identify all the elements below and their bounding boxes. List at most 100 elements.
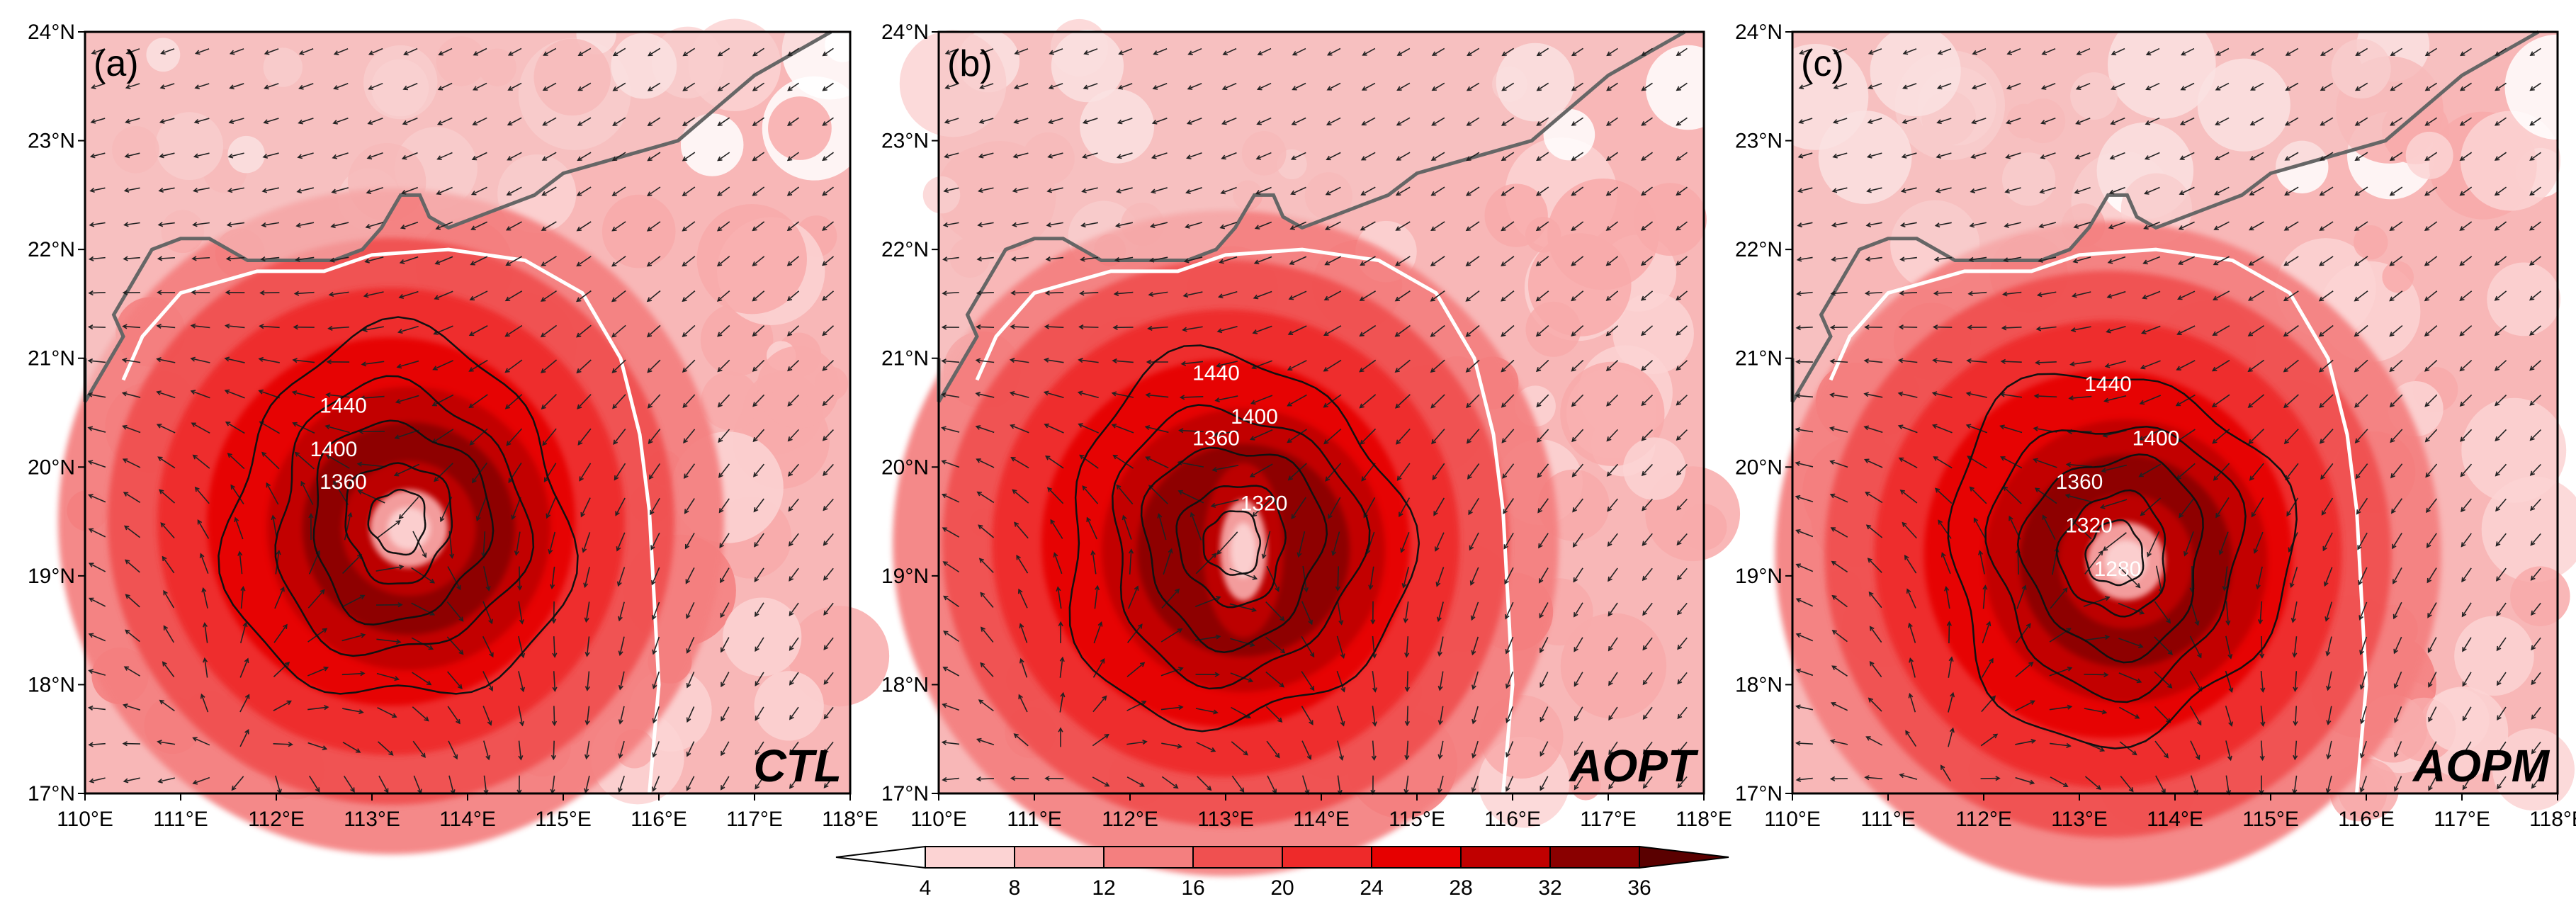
wind-vector-head xyxy=(2494,191,2500,196)
wind-vector xyxy=(1437,601,1444,621)
wind-vector-head xyxy=(1832,153,1838,159)
wind-vector xyxy=(2285,463,2299,480)
wind-vector xyxy=(789,706,799,720)
wind-vector-head xyxy=(1291,514,1297,520)
wind-vector-head xyxy=(1864,290,1870,296)
wind-vector xyxy=(1337,775,1341,794)
wind-vector xyxy=(2015,740,2035,745)
wind-vector xyxy=(2361,740,2367,758)
wind-vector xyxy=(200,553,209,574)
wind-vector-head xyxy=(1395,226,1401,231)
wind-vector-head xyxy=(787,86,793,91)
wind-vector xyxy=(230,485,244,504)
wind-vector-head xyxy=(262,154,269,159)
wind-vector-head xyxy=(1501,438,1507,443)
wind-vector-head xyxy=(1501,121,1507,126)
wind-vector xyxy=(1265,706,1282,723)
wind-vector-head xyxy=(1899,490,1905,494)
wind-vector-head xyxy=(646,297,653,303)
wind-vector-head xyxy=(2249,191,2254,196)
wind-vector xyxy=(2460,221,2473,231)
wind-vector-head xyxy=(1114,256,1120,262)
wind-vector xyxy=(943,596,959,608)
wind-vector-head xyxy=(1829,493,1836,499)
wind-vector xyxy=(1044,358,1064,363)
wind-vector-head xyxy=(332,119,338,125)
wind-vector xyxy=(160,83,175,89)
wind-vector xyxy=(546,497,556,519)
wind-vector xyxy=(264,118,279,123)
wind-vector xyxy=(1864,426,1883,434)
wind-vector xyxy=(2180,152,2195,160)
wind-vector-head xyxy=(2425,473,2431,478)
wind-vector xyxy=(2103,532,2127,551)
wind-vector-head xyxy=(487,720,492,726)
contour-label: 1280 xyxy=(2094,558,2142,581)
wind-vector-head xyxy=(682,156,688,162)
wind-vector-head xyxy=(2180,50,2186,56)
wind-vector xyxy=(2360,671,2368,689)
wind-vector xyxy=(125,629,140,643)
wind-vector-head xyxy=(978,188,983,193)
wind-vector xyxy=(395,429,419,439)
wind-vector xyxy=(1539,602,1549,618)
wind-vector xyxy=(1115,256,1134,261)
wind-vector-head xyxy=(648,51,653,57)
wind-vector-head xyxy=(1795,704,1801,710)
panel-a-vectors xyxy=(87,47,835,796)
wind-vector xyxy=(1262,531,1271,558)
wind-vector xyxy=(976,426,995,434)
wind-vector-head xyxy=(1360,439,1365,445)
wind-vector xyxy=(1431,186,1445,196)
wind-vector-head xyxy=(1535,261,1542,266)
wind-vector-head xyxy=(2322,545,2327,552)
wind-vector-head xyxy=(2035,360,2040,366)
wind-vector xyxy=(755,706,764,720)
wind-vector xyxy=(1292,82,1306,91)
wind-vector-head xyxy=(1359,403,1365,409)
wind-vector xyxy=(1676,290,1688,300)
wind-vector-head xyxy=(1256,120,1262,125)
wind-vector-head xyxy=(1139,662,1146,667)
wind-speed-band xyxy=(2104,540,2147,583)
lat-tick-label: 24°N xyxy=(1735,21,1783,44)
wind-vector-head xyxy=(1080,256,1085,262)
wind-vector xyxy=(2042,83,2056,89)
wind-vector xyxy=(1472,671,1479,689)
wind-vector-head xyxy=(432,366,438,371)
wind-vector-head xyxy=(356,461,363,467)
wind-vector xyxy=(225,422,245,434)
wind-vector xyxy=(473,82,487,91)
wind-vector-head xyxy=(398,564,405,570)
wind-vector xyxy=(577,256,592,266)
lon-tick-label: 110°E xyxy=(57,808,113,831)
wind-vector xyxy=(2497,741,2507,754)
wind-vector-head xyxy=(682,367,688,373)
wind-vector xyxy=(1902,187,1917,192)
wind-vector xyxy=(1326,221,1341,230)
wind-vector-head xyxy=(324,424,330,430)
wind-vector xyxy=(2361,706,2367,724)
wind-vector xyxy=(447,706,461,724)
wind-vector-head xyxy=(1047,119,1053,125)
wind-vector-head xyxy=(1571,226,1576,232)
height-contour xyxy=(1068,344,1420,733)
wind-vector-head xyxy=(647,121,653,126)
wind-vector-head xyxy=(458,650,464,655)
wind-vector-head xyxy=(361,361,367,367)
wind-vector-head xyxy=(2424,156,2430,162)
wind-vector xyxy=(823,602,834,616)
wind-vector xyxy=(648,152,661,162)
wind-vector-head xyxy=(1537,508,1542,514)
wind-vector xyxy=(752,325,765,337)
wind-vector xyxy=(2531,706,2541,720)
wind-vector-head xyxy=(1431,121,1437,126)
wind-vector-head xyxy=(755,716,760,721)
wind-vector xyxy=(2294,671,2298,691)
wind-vector-head xyxy=(1431,439,1437,445)
wind-vector xyxy=(1257,117,1272,125)
wind-vector-head xyxy=(1868,50,1874,55)
wind-vector-head xyxy=(1642,506,1647,511)
wind-vector-head xyxy=(1053,552,1058,558)
wind-vector-head xyxy=(240,585,246,592)
